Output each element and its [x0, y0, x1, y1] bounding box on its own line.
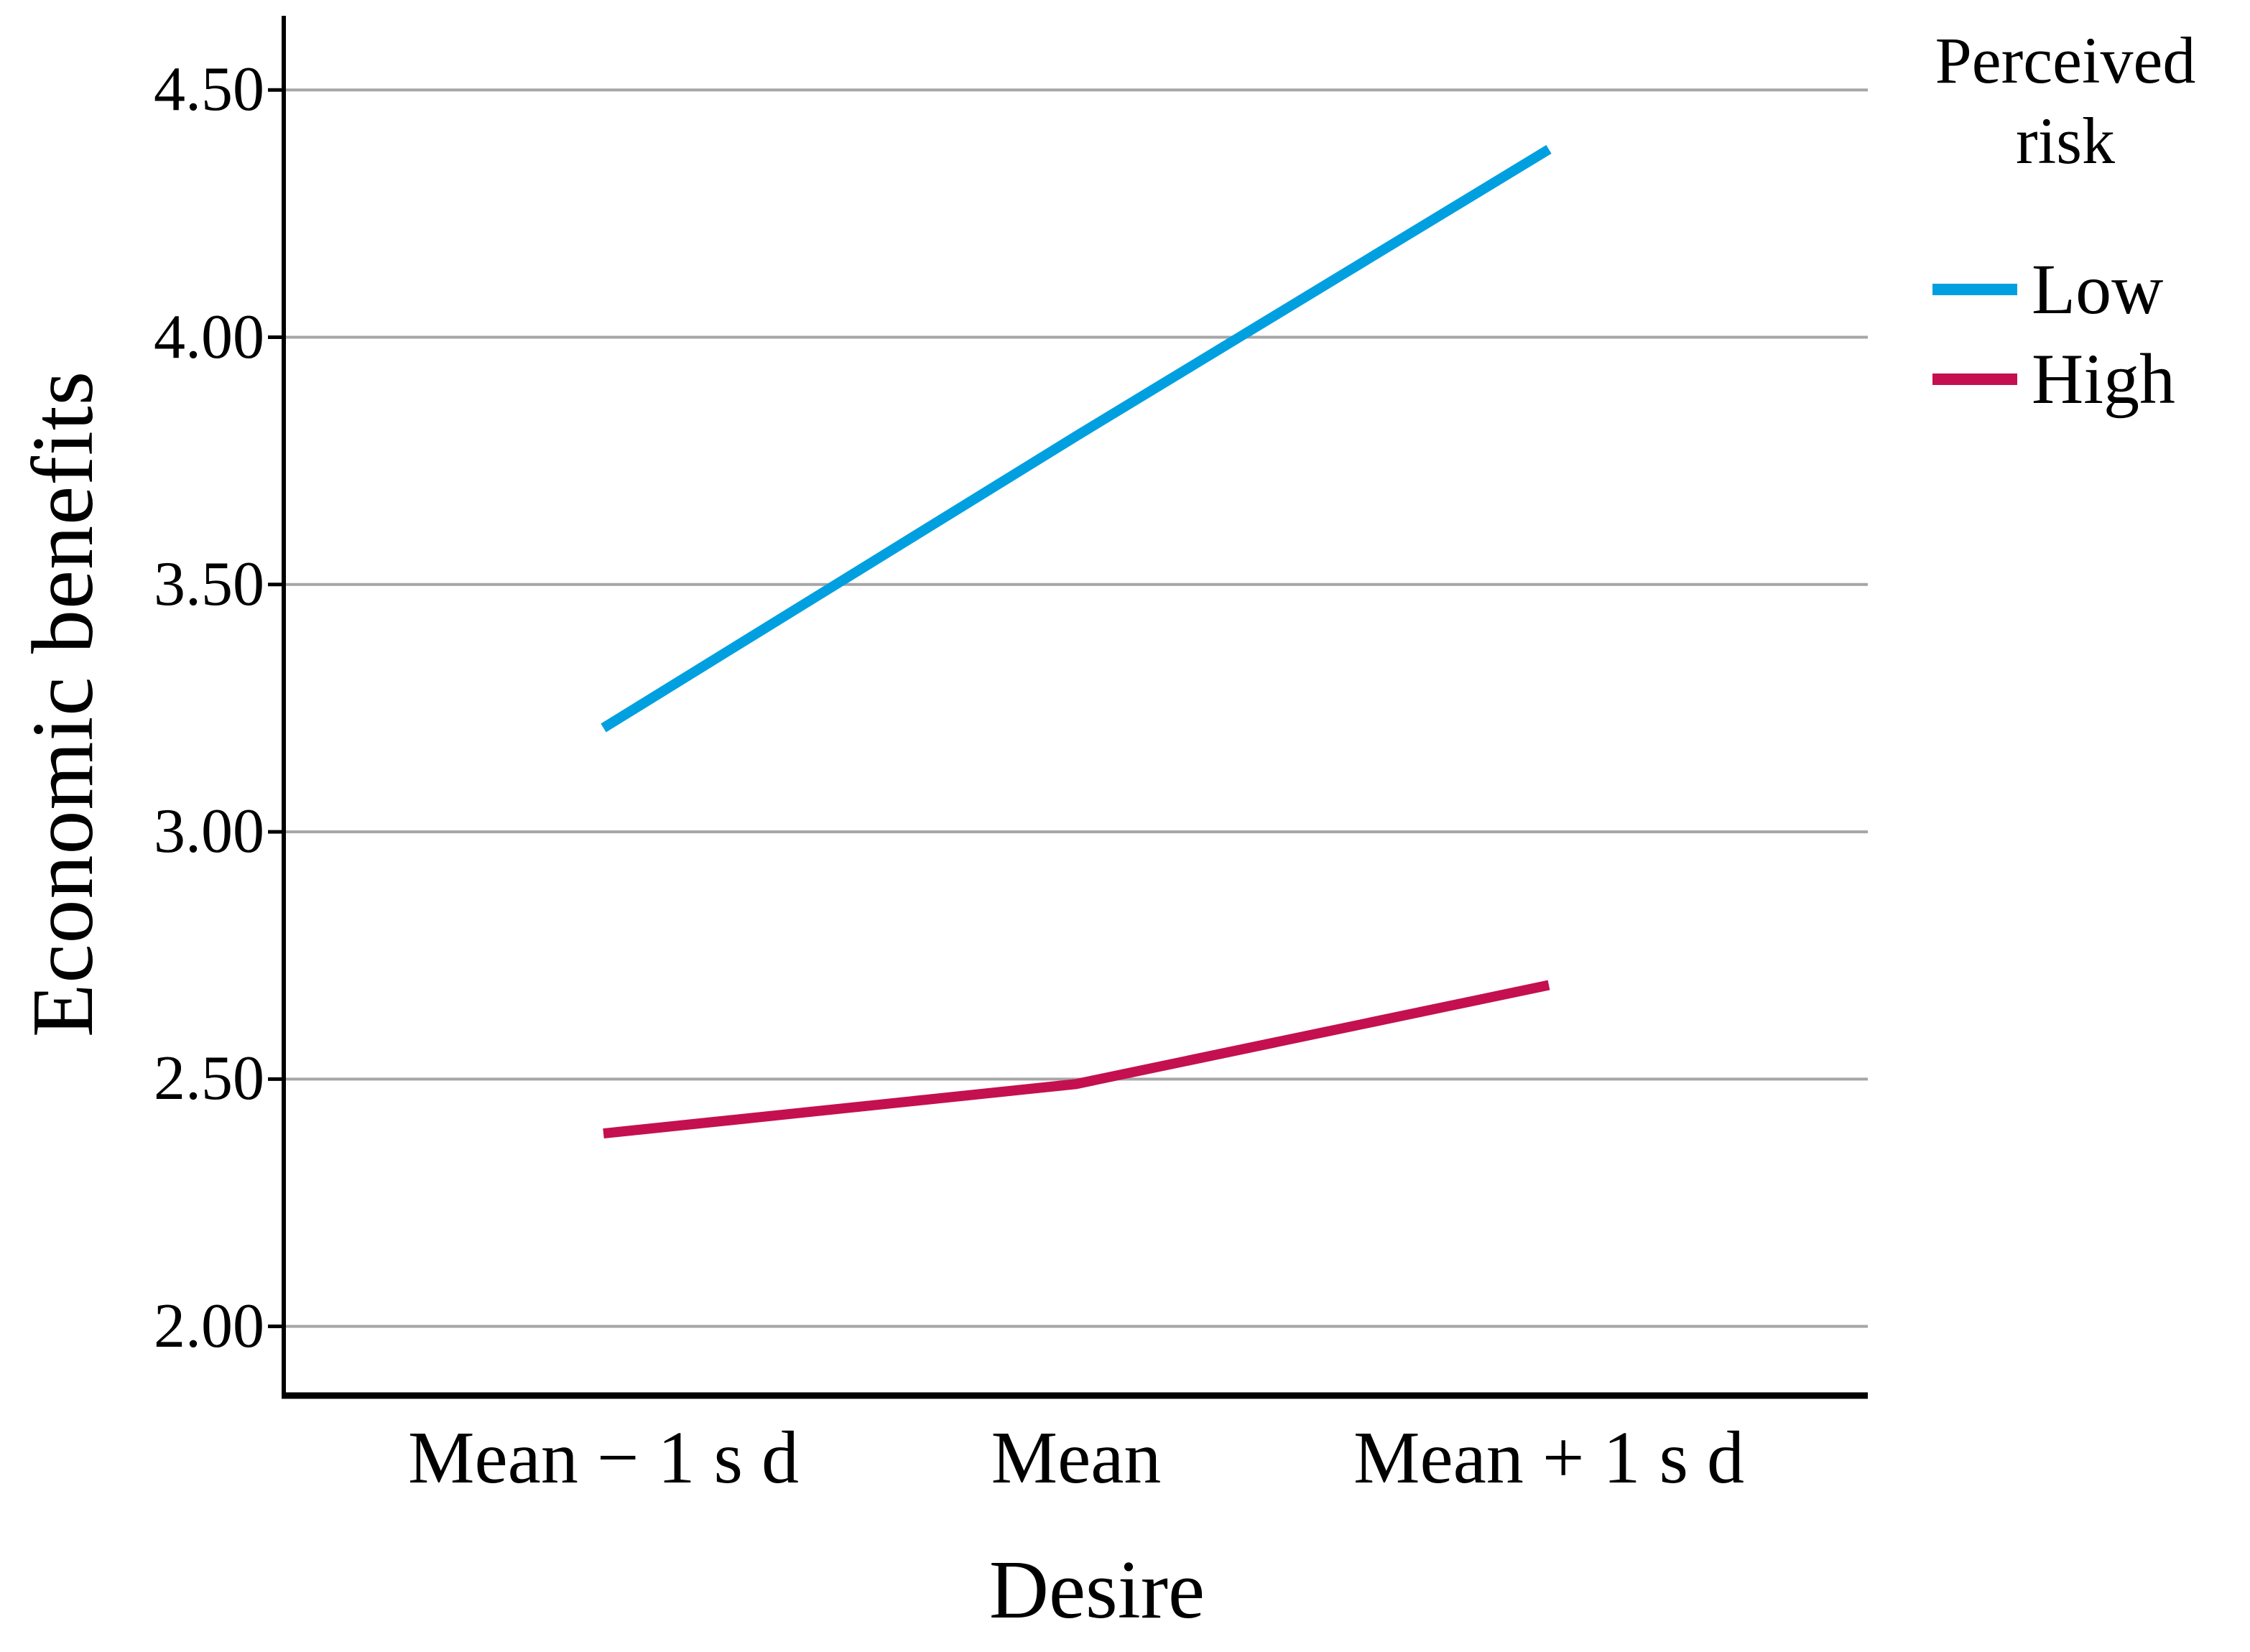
y-tick-label: 4.00 — [154, 302, 264, 372]
legend-item-high: High — [1932, 334, 2250, 424]
y-tick-label: 3.00 — [154, 797, 264, 867]
legend-item-low: Low — [1932, 244, 2250, 334]
legend-swatch-high — [1932, 373, 2017, 385]
legend-title: Perceived risk — [1935, 24, 2196, 178]
legend-item-label: Low — [2032, 249, 2164, 329]
legend-item-label: High — [2032, 338, 2175, 419]
y-axis-title: Economic benefits — [14, 370, 111, 1038]
legend-items: Low High — [1932, 244, 2250, 424]
y-tick-label: 3.50 — [154, 549, 264, 619]
y-tick-label: 2.50 — [154, 1044, 264, 1114]
y-tick-label: 4.50 — [154, 55, 264, 125]
series-line-low — [601, 144, 1552, 733]
x-category-label: Mean + 1 s d — [1353, 1416, 1744, 1499]
x-axis-title: Desire — [989, 1544, 1205, 1635]
x-category-label: Mean − 1 s d — [408, 1416, 799, 1499]
series-line-high — [603, 980, 1550, 1139]
y-tick-label: 2.00 — [154, 1291, 264, 1361]
legend-swatch-low — [1932, 283, 2017, 295]
legend: Perceived risk Low High — [1881, 20, 2250, 424]
x-category-label: Mean — [991, 1416, 1162, 1499]
